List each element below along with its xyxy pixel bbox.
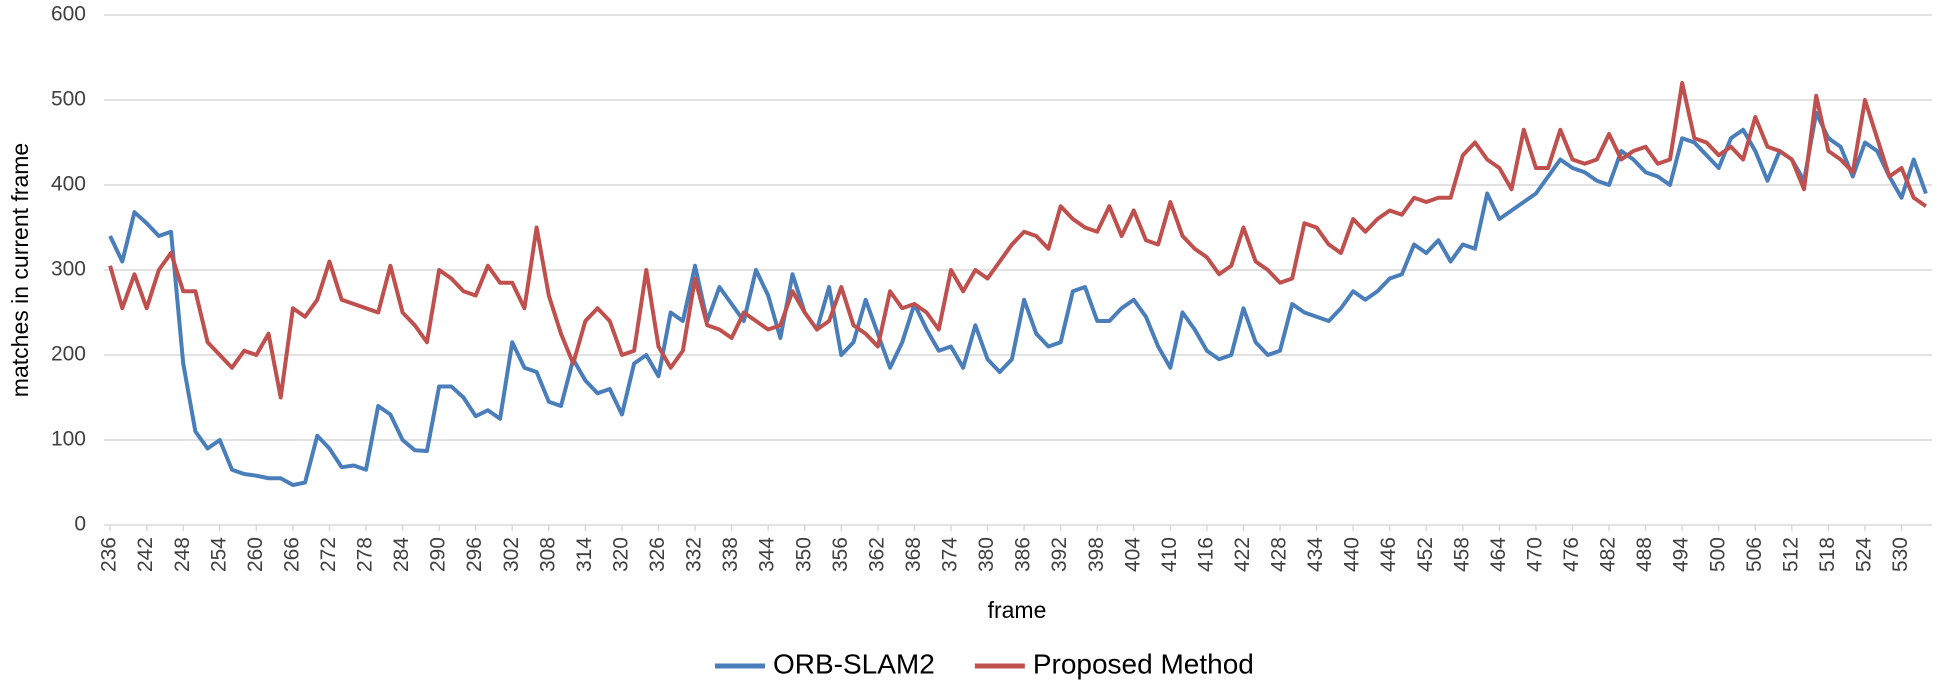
x-tick-label: 350 <box>792 537 815 572</box>
x-tick-label: 362 <box>865 537 888 572</box>
x-tick-label: 326 <box>646 537 669 572</box>
x-tick-label: 452 <box>1414 537 1437 572</box>
x-tick-label: 248 <box>171 537 194 572</box>
line-series <box>108 110 1928 488</box>
x-tick-label: 422 <box>1231 537 1254 572</box>
x-tick-label: 266 <box>280 537 303 572</box>
x-tick-label: 446 <box>1377 537 1400 572</box>
y-tick-label: 200 <box>51 343 86 366</box>
x-tick-label: 488 <box>1633 537 1656 572</box>
x-tick-label: 380 <box>975 537 998 572</box>
x-tick-label: 242 <box>134 537 157 572</box>
x-tick-label: 278 <box>354 537 377 572</box>
x-tick-label: 374 <box>939 537 962 572</box>
x-tick-label: 482 <box>1597 537 1620 572</box>
y-axis-title: matches in current frame <box>7 143 33 397</box>
x-tick-label: 470 <box>1523 537 1546 572</box>
x-tick-label: 236 <box>98 537 121 572</box>
x-tick-label: 308 <box>536 537 559 572</box>
legend-label: Proposed Method <box>1033 648 1254 679</box>
x-tick-label: 344 <box>756 537 779 572</box>
legend-label: ORB-SLAM2 <box>773 648 935 679</box>
x-tick-label: 296 <box>463 537 486 572</box>
x-tick-label: 434 <box>1304 537 1327 572</box>
y-tick-label: 300 <box>51 258 86 281</box>
x-tick-label: 272 <box>317 537 340 572</box>
x-tick-label: 284 <box>390 537 413 572</box>
x-tick-label: 506 <box>1743 537 1766 572</box>
x-tick-label: 392 <box>1048 537 1071 572</box>
x-tick-label: 260 <box>244 537 267 572</box>
y-tick-label: 500 <box>51 88 86 111</box>
x-tick-label: 320 <box>609 537 632 572</box>
x-tick-label: 464 <box>1487 537 1510 572</box>
y-tick-label: 400 <box>51 173 86 196</box>
x-tick-label: 368 <box>902 537 925 572</box>
y-tick-label: 600 <box>51 3 86 26</box>
x-tick-label: 404 <box>1121 537 1144 572</box>
x-tick-label: 530 <box>1889 537 1912 572</box>
x-axis-title: frame <box>988 597 1047 623</box>
x-tick-label: 440 <box>1341 537 1364 572</box>
x-tick-label: 398 <box>1085 537 1108 572</box>
x-tick-label: 458 <box>1450 537 1473 572</box>
x-tick-label: 524 <box>1853 537 1876 572</box>
x-tick-label: 428 <box>1268 537 1291 572</box>
x-tick-label: 332 <box>683 537 706 572</box>
y-tick-label: 100 <box>51 428 86 451</box>
x-tick-label: 302 <box>500 537 523 572</box>
x-tick-label: 386 <box>1012 537 1035 572</box>
x-tick-label: 338 <box>719 537 742 572</box>
x-tick-label: 512 <box>1779 537 1802 572</box>
x-tick-label: 518 <box>1816 537 1839 572</box>
x-tick-label: 500 <box>1706 537 1729 572</box>
line-series <box>108 81 1928 400</box>
x-tick-label: 314 <box>573 537 596 572</box>
y-tick-label: 0 <box>74 513 86 536</box>
x-tick-label: 494 <box>1670 537 1693 572</box>
x-tick-label: 290 <box>427 537 450 572</box>
x-tick-label: 254 <box>207 537 230 572</box>
x-tick-label: 476 <box>1560 537 1583 572</box>
x-tick-label: 356 <box>829 537 852 572</box>
x-tick-label: 416 <box>1194 537 1217 572</box>
x-tick-label: 410 <box>1158 537 1181 572</box>
